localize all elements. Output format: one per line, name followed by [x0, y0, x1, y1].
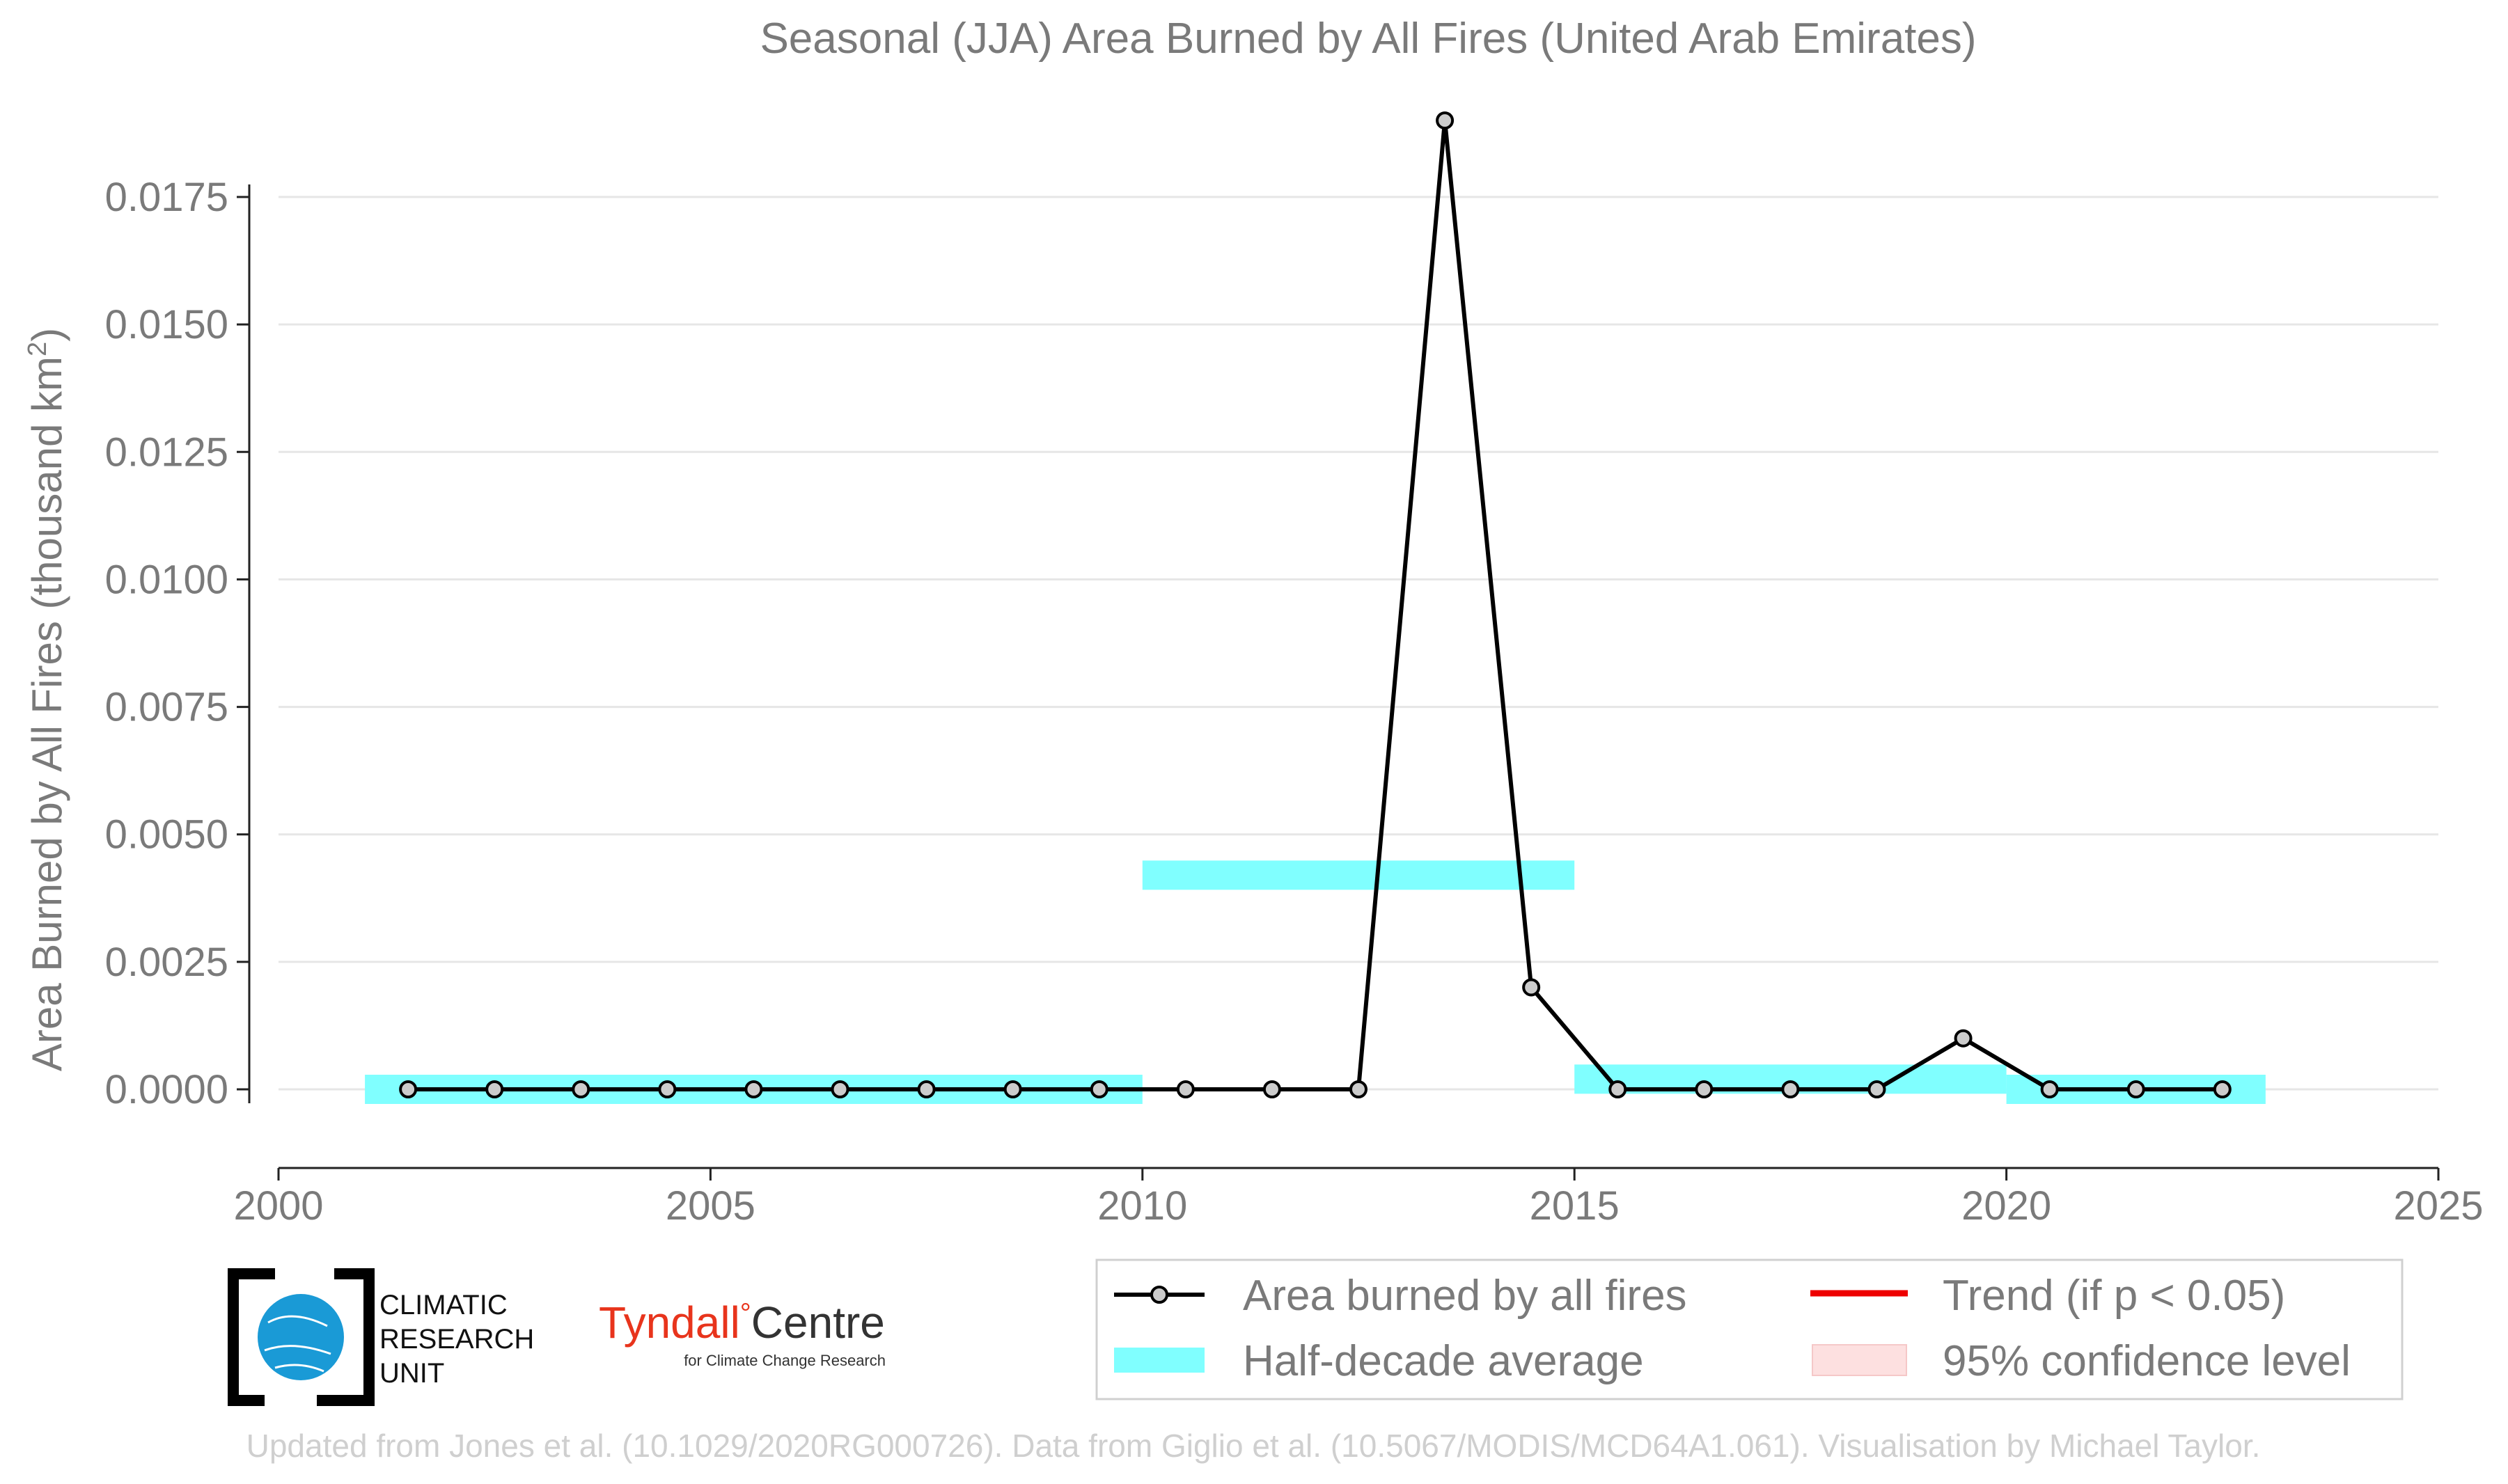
- y-axis-ticks: 0.0000 0.0025 0.0050 0.0075 0.0100 0.0125 0.01…: [105, 175, 249, 1112]
- data-point: [1781, 1080, 1800, 1098]
- tyndall-logo-centre: Centre: [751, 1297, 885, 1348]
- legend-half-decade-swatch: [1114, 1348, 1205, 1373]
- legend-label-confidence: 95% confidence level: [1943, 1337, 2351, 1385]
- legend-label-trend: Trend (if p < 0.05): [1943, 1272, 2285, 1320]
- y-axis-label-superscript: 2: [23, 342, 52, 356]
- data-point: [2040, 1080, 2059, 1098]
- legend-series-marker: [1150, 1286, 1168, 1304]
- cru-logo: CLIMATIC RESEARCH UNIT: [228, 1268, 534, 1406]
- x-tick-label: 2025: [2393, 1183, 2483, 1229]
- globe-icon: [258, 1294, 344, 1380]
- data-point: [1695, 1080, 1714, 1098]
- y-tick-label: 0.0175: [105, 175, 228, 220]
- series-line: [408, 118, 2223, 1091]
- cru-logo-line-3: UNIT: [379, 1358, 444, 1389]
- data-point: [1349, 1080, 1367, 1098]
- legend-label-half-decade: Half-decade average: [1243, 1337, 1644, 1385]
- legend: Area burned by all fires Trend (if p < 0…: [1095, 1258, 2404, 1400]
- globe-icon-detail: [264, 1315, 331, 1373]
- y-tick-label: 0.0150: [105, 302, 228, 347]
- y-tick-label: 0.0050: [105, 812, 228, 858]
- cru-logo-bracket-left: [228, 1268, 275, 1406]
- data-point: [1954, 1029, 1973, 1048]
- data-point: [1090, 1080, 1108, 1098]
- half-decade-average-band: [1142, 860, 1575, 890]
- data-point: [1608, 1080, 1627, 1098]
- cru-logo-line-1: CLIMATIC: [379, 1290, 508, 1320]
- tyndall-logo-name: Tyndall: [599, 1297, 740, 1348]
- y-axis-label-close: ): [24, 328, 70, 342]
- data-point: [1176, 1080, 1195, 1098]
- x-tick-label: 2015: [1530, 1183, 1620, 1229]
- chart-title: Seasonal (JJA) Area Burned by All Fires …: [760, 15, 1976, 63]
- data-point: [1867, 1080, 1886, 1098]
- y-tick-label: 0.0100: [105, 557, 228, 602]
- data-point: [485, 1080, 504, 1098]
- data-point: [2126, 1080, 2145, 1098]
- data-point: [744, 1080, 763, 1098]
- series-area-burned: [399, 111, 2232, 1098]
- cru-logo-bracket-right: [317, 1268, 375, 1406]
- tyndall-logo: Tyndall°Centre for Climate Change Resear…: [599, 1297, 886, 1369]
- data-point: [831, 1080, 849, 1098]
- data-point: [917, 1080, 936, 1098]
- data-point: [1262, 1080, 1281, 1098]
- y-tick-label: 0.0125: [105, 429, 228, 475]
- x-tick-label: 2010: [1097, 1183, 1187, 1229]
- data-point: [1003, 1080, 1022, 1098]
- footer-credits: Updated from Jones et al. (10.1029/2020R…: [246, 1428, 2261, 1464]
- x-tick-label: 2000: [233, 1183, 323, 1229]
- data-point: [1436, 111, 1455, 130]
- cru-logo-line-2: RESEARCH: [379, 1324, 534, 1355]
- data-point: [658, 1080, 677, 1098]
- y-tick-label: 0.0000: [105, 1067, 228, 1112]
- legend-label-series: Area burned by all fires: [1243, 1272, 1687, 1320]
- tyndall-logo-degree: °: [740, 1298, 751, 1329]
- x-tick-label: 2020: [1961, 1183, 2051, 1229]
- data-point: [399, 1080, 418, 1098]
- legend-box: [1095, 1258, 2404, 1400]
- legend-confidence-swatch: [1812, 1344, 1907, 1376]
- data-point: [1522, 978, 1541, 997]
- y-axis-label-main: Area Burned by All Fires (thousand km: [24, 356, 70, 1071]
- grid-lines: [279, 196, 2438, 1091]
- tyndall-logo-title: Tyndall°Centre: [599, 1297, 885, 1348]
- x-tick-label: 2005: [666, 1183, 755, 1229]
- tyndall-logo-subtitle: for Climate Change Research: [684, 1352, 886, 1369]
- y-tick-label: 0.0075: [105, 685, 228, 730]
- data-point: [2213, 1080, 2232, 1098]
- y-axis-label: Area Burned by All Fires (thousand km2): [23, 328, 70, 1071]
- x-axis-ticks: 2000 2005 2010 2015 2020 2025: [233, 1168, 2484, 1229]
- y-tick-label: 0.0025: [105, 940, 228, 985]
- data-point: [572, 1080, 590, 1098]
- half-decade-average-bands: [365, 860, 2266, 1104]
